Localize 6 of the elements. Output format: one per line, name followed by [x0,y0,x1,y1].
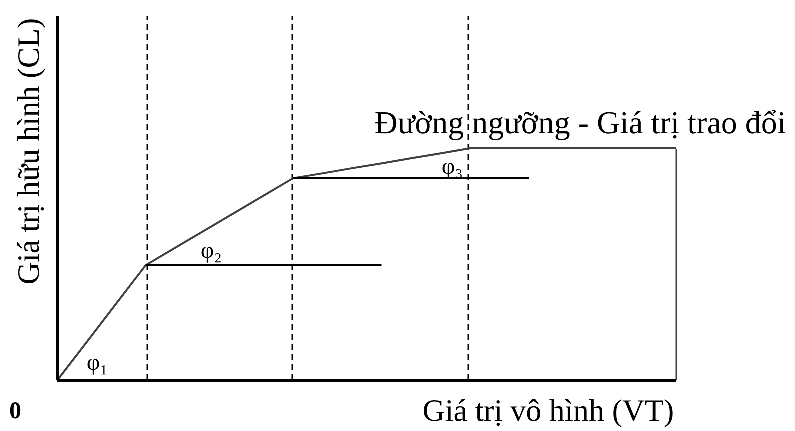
text: Đường ngưỡng - Giá trị trao đổi [374,104,786,140]
annotation: φ₂ [200,238,222,263]
annotation: φ₁ [86,350,108,375]
text: 0 [10,398,22,424]
y-axis-title: Giá trị hữu hình (CL) [11,18,46,285]
x-axis-title: Giá trị vô hình (VT) [422,393,674,428]
